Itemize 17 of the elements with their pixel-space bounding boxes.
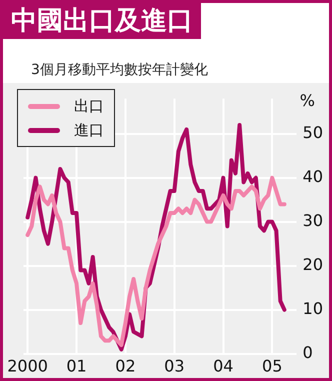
y-tick-label: 0 [302,342,313,362]
y-tick-label: 30 [302,210,323,230]
y-tick-label: 10 [302,298,323,318]
y-tick-label: 20 [302,254,323,274]
x-tick-label: 03 [164,356,185,376]
y-axis-title: % [300,91,315,110]
legend-label: 進口 [74,120,104,140]
chart-subtitle: 3個月移動平均數按年計變化 [31,61,208,79]
chart-title: 中國出口及進口 [3,3,201,39]
y-tick-label: 50 [302,122,323,142]
y-tick-label: 40 [302,166,323,186]
x-tick-label: 02 [115,356,136,376]
legend-label: 出口 [74,96,104,116]
x-tick-label: 05 [262,356,282,376]
x-tick-label: 01 [66,356,87,376]
x-tick-label: 04 [213,356,234,376]
x-tick-label: 2000 [7,356,48,376]
